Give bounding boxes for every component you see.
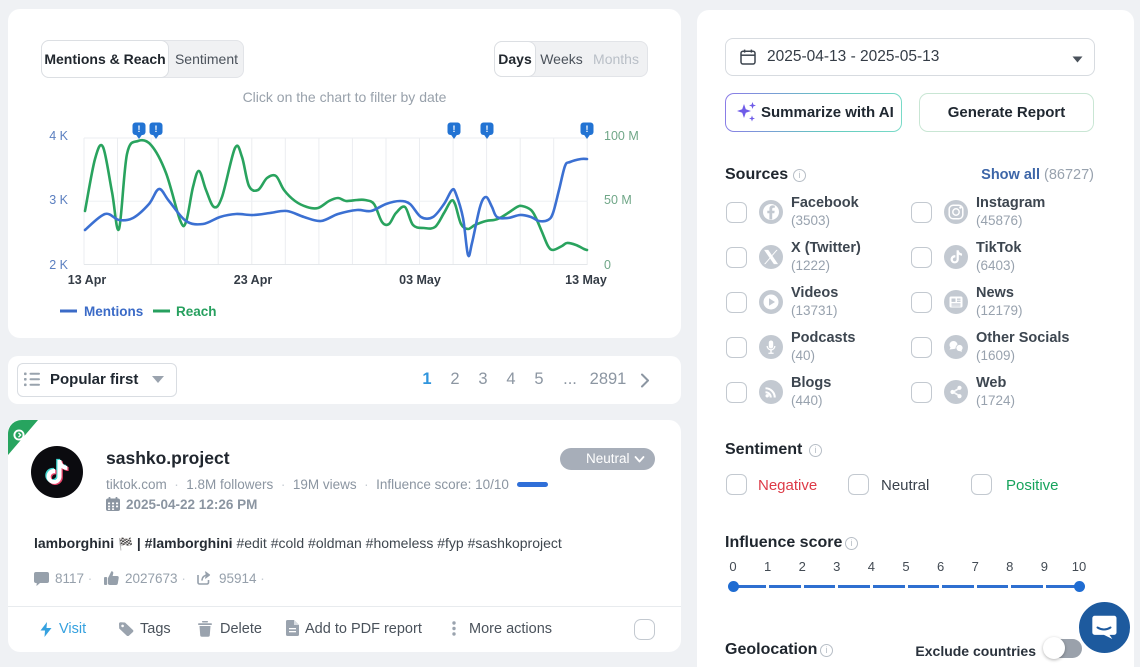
svg-text:13 Apr: 13 Apr — [68, 273, 107, 287]
svg-text:50 M: 50 M — [604, 193, 632, 207]
svg-text:0: 0 — [604, 258, 611, 272]
svg-text:Reach: Reach — [176, 304, 217, 319]
svg-text:Mentions: Mentions — [84, 304, 143, 319]
svg-text:!: ! — [453, 124, 456, 134]
svg-text:!: ! — [586, 124, 589, 134]
svg-text:03 May: 03 May — [399, 273, 441, 287]
svg-text:23 Apr: 23 Apr — [234, 273, 273, 287]
svg-text:3 K: 3 K — [49, 193, 68, 207]
svg-text:4 K: 4 K — [49, 129, 68, 143]
svg-text:!: ! — [486, 124, 489, 134]
svg-text:13 May: 13 May — [565, 273, 607, 287]
svg-text:2 K: 2 K — [49, 258, 68, 272]
svg-text:!: ! — [155, 124, 158, 134]
svg-text:100 M: 100 M — [604, 129, 639, 143]
svg-text:!: ! — [138, 124, 141, 134]
